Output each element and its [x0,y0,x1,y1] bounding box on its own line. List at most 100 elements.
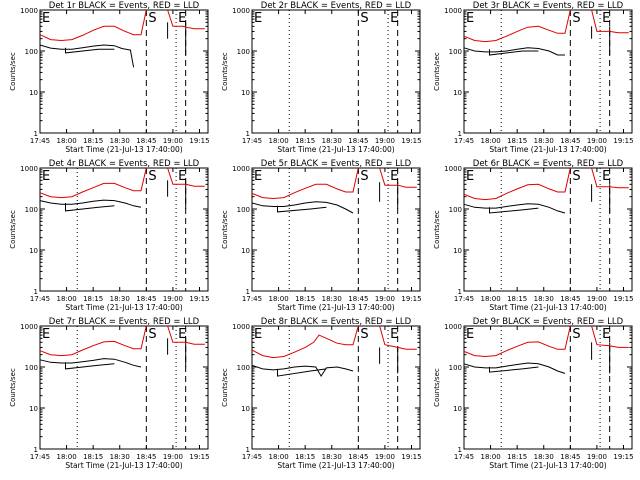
plot-frame [463,9,633,134]
y-tick-label: 10 [29,247,38,255]
y-tick-label: 1000 [232,323,250,331]
x-tick-label: 18:15 [507,453,527,461]
marker-label: E [390,11,398,26]
y-tick-label: 1 [34,130,38,138]
series-line-lld [39,9,147,42]
series-line-lld [251,325,359,359]
y-axis-label: Counts/sec [433,368,441,407]
x-tick-label: 17:45 [454,137,474,145]
marker-label: E [602,327,610,342]
series-line-events [39,358,142,368]
panel-title: Det 3r BLACK = Events, RED = LLD [473,1,624,11]
x-axis-label: Start Time (21-Jul-13 17:40:00) [277,303,394,312]
marker-label: E [178,169,186,184]
x-axis-label: Start Time (21-Jul-13 17:40:00) [65,461,182,470]
y-tick-label: 10 [453,89,462,97]
series-line-events [39,199,142,208]
x-tick-label: 18:00 [268,453,288,461]
series-line-events [65,47,115,54]
y-tick-label: 1 [246,288,250,296]
marker-label: E [178,11,186,26]
y-tick-label: 100 [25,206,38,214]
x-tick-label: 18:00 [480,453,500,461]
x-tick-label: 17:45 [30,295,50,303]
plot-frame [463,325,633,450]
y-tick-label: 1000 [20,7,38,15]
detector-panel-2: Det 2r BLACK = Events, RED = LLD 1 10 100 10… [221,1,422,154]
x-tick-label: 19:00 [587,137,607,145]
series-line-lld [591,325,629,348]
marker-label: E [602,169,610,184]
series-line-lld [251,167,359,200]
x-tick-label: 18:45 [560,295,580,303]
x-tick-label: 18:45 [348,453,368,461]
x-tick-label: 19:00 [163,137,183,145]
plot-frame [39,167,209,292]
x-tick-label: 18:45 [348,295,368,303]
y-tick-label: 1 [458,288,462,296]
x-axis-label: Start Time (21-Jul-13 17:40:00) [65,145,182,154]
marker-label: E [390,169,398,184]
detector-panel-9: Det 9r BLACK = Events, RED = LLD 1 10 100 10… [433,317,634,470]
marker-label: E [254,327,262,342]
series-line-lld [39,167,147,199]
y-tick-label: 10 [29,89,38,97]
plot-frame [251,325,421,450]
x-tick-label: 18:15 [295,137,315,145]
series-line-lld [463,9,571,43]
y-tick-label: 10 [453,405,462,413]
x-tick-label: 18:00 [480,137,500,145]
panel-title: Det 2r BLACK = Events, RED = LLD [261,1,412,11]
marker-label: E [466,327,474,342]
y-tick-label: 10 [453,247,462,255]
y-tick-label: 1 [458,446,462,454]
plot-frame [251,9,421,134]
x-tick-label: 18:30 [110,453,130,461]
marker-label: S [360,11,368,26]
series-line-events [65,362,115,370]
detector-panel-6: Det 6r BLACK = Events, RED = LLD 1 10 100 10… [433,159,634,312]
marker-label: S [360,327,368,342]
x-tick-label: 18:00 [56,453,76,461]
series-line-events [489,49,539,56]
detector-panel-7: Det 7r BLACK = Events, RED = LLD 1 10 100 10… [9,317,210,470]
series-line-events [463,47,565,56]
x-tick-label: 19:00 [375,453,395,461]
y-tick-label: 100 [449,48,462,56]
x-tick-label: 19:15 [613,453,633,461]
series-line-events [251,364,354,378]
y-tick-label: 100 [25,48,38,56]
x-tick-label: 18:45 [560,137,580,145]
series-line-lld [591,167,629,189]
series-line-events [277,205,327,213]
y-axis-label: Counts/sec [9,368,17,407]
marker-label: E [42,327,50,342]
y-tick-label: 10 [29,405,38,413]
series-line-events [65,203,115,212]
y-axis-label: Counts/sec [433,52,441,91]
y-tick-label: 100 [25,364,38,372]
series-line-events [251,201,354,214]
panel-title: Det 7r BLACK = Events, RED = LLD [49,317,200,327]
marker-label: E [254,169,262,184]
detector-panel-8: Det 8r BLACK = Events, RED = LLD 1 10 100 10… [221,317,422,470]
series-line-events [463,362,566,374]
y-axis-label: Counts/sec [221,210,229,249]
marker-label: E [390,327,398,342]
x-tick-label: 17:45 [242,295,262,303]
y-tick-label: 100 [449,206,462,214]
series-line-events [463,203,566,214]
y-tick-label: 10 [241,247,250,255]
y-tick-label: 1 [458,130,462,138]
y-tick-label: 1000 [444,7,462,15]
y-tick-label: 1000 [444,323,462,331]
plot-frame [251,167,421,292]
x-tick-label: 19:15 [189,453,209,461]
x-tick-label: 18:30 [322,453,342,461]
panel-title: Det 9r BLACK = Events, RED = LLD [473,317,624,327]
series-line-lld [463,325,571,358]
x-tick-label: 17:45 [454,453,474,461]
x-axis-label: Start Time (21-Jul-13 17:40:00) [65,303,182,312]
panel-title: Det 8r BLACK = Events, RED = LLD [261,317,412,327]
